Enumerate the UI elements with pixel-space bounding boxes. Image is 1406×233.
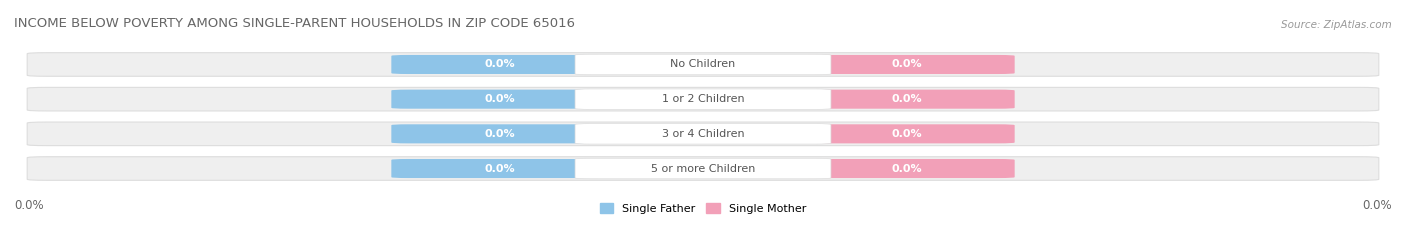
Text: 0.0%: 0.0% xyxy=(484,164,515,174)
Text: 0.0%: 0.0% xyxy=(484,129,515,139)
Text: No Children: No Children xyxy=(671,59,735,69)
Text: 0.0%: 0.0% xyxy=(891,94,922,104)
Text: 0.0%: 0.0% xyxy=(891,129,922,139)
Text: 3 or 4 Children: 3 or 4 Children xyxy=(662,129,744,139)
Legend: Single Father, Single Mother: Single Father, Single Mother xyxy=(596,199,810,218)
FancyBboxPatch shape xyxy=(391,90,607,109)
FancyBboxPatch shape xyxy=(391,124,607,143)
FancyBboxPatch shape xyxy=(27,122,1379,146)
FancyBboxPatch shape xyxy=(391,159,607,178)
FancyBboxPatch shape xyxy=(799,90,1015,109)
FancyBboxPatch shape xyxy=(27,157,1379,180)
FancyBboxPatch shape xyxy=(799,124,1015,143)
Text: 5 or more Children: 5 or more Children xyxy=(651,164,755,174)
Text: INCOME BELOW POVERTY AMONG SINGLE-PARENT HOUSEHOLDS IN ZIP CODE 65016: INCOME BELOW POVERTY AMONG SINGLE-PARENT… xyxy=(14,17,575,30)
Text: 0.0%: 0.0% xyxy=(14,199,44,212)
FancyBboxPatch shape xyxy=(391,55,607,74)
FancyBboxPatch shape xyxy=(799,55,1015,74)
FancyBboxPatch shape xyxy=(27,87,1379,111)
FancyBboxPatch shape xyxy=(575,89,831,109)
Text: 0.0%: 0.0% xyxy=(1362,199,1392,212)
Text: 0.0%: 0.0% xyxy=(891,59,922,69)
FancyBboxPatch shape xyxy=(575,124,831,144)
Text: Source: ZipAtlas.com: Source: ZipAtlas.com xyxy=(1281,20,1392,30)
Text: 0.0%: 0.0% xyxy=(484,59,515,69)
FancyBboxPatch shape xyxy=(27,53,1379,76)
FancyBboxPatch shape xyxy=(575,54,831,75)
Text: 0.0%: 0.0% xyxy=(891,164,922,174)
FancyBboxPatch shape xyxy=(799,159,1015,178)
Text: 1 or 2 Children: 1 or 2 Children xyxy=(662,94,744,104)
FancyBboxPatch shape xyxy=(575,158,831,179)
Text: 0.0%: 0.0% xyxy=(484,94,515,104)
